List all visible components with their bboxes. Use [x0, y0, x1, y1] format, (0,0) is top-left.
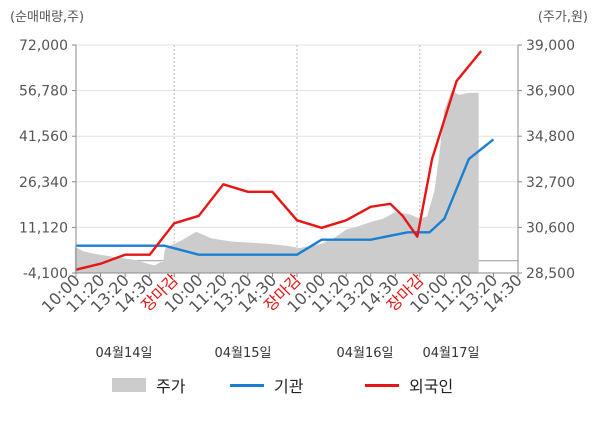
- left-tick-label: 56,780: [19, 84, 68, 100]
- date-label: 04월14일: [95, 346, 152, 360]
- right-axis-ticks: 39,000 36,900 34,800 32,700 30,600 28,500: [518, 38, 575, 282]
- left-tick-label: 11,120: [19, 220, 68, 236]
- right-tick-label: 36,900: [526, 84, 575, 100]
- legend-swatch-foreign: [365, 383, 399, 387]
- left-tick-label: 41,560: [19, 129, 68, 145]
- chart-legend: 주가 기관 외국인: [0, 373, 600, 397]
- right-tick-label: 39,000: [526, 38, 575, 54]
- legend-label-foreign: 외국인: [409, 377, 454, 396]
- legend-item-price: 주가: [112, 373, 185, 397]
- price-area-path: [74, 90, 479, 273]
- right-tick-label: 32,700: [526, 175, 575, 191]
- series-lines: [75, 50, 495, 271]
- right-tick-label: 34,800: [526, 129, 575, 145]
- legend-label-institution: 기관: [274, 377, 304, 396]
- left-tick-label: 72,000: [19, 38, 68, 54]
- foreign-line: [75, 50, 483, 271]
- left-axis-ticks: 72,000 56,780 41,560 26,340 11,120 -4,100: [19, 38, 76, 282]
- legend-label-price: 주가: [156, 377, 186, 396]
- date-labels: 04월14일 04월15일 04월16일 04월17일: [95, 346, 479, 360]
- left-tick-label: -4,100: [23, 266, 68, 282]
- legend-swatch-institution: [230, 383, 264, 387]
- legend-item-foreign: 외국인: [365, 373, 453, 397]
- date-label: 04월16일: [336, 346, 393, 360]
- institution-line: [76, 138, 495, 256]
- x-axis-ticks: 10:0011:2013:2014:30장마감10:0011:2013:2014…: [38, 270, 526, 316]
- right-tick-label: 30,600: [526, 220, 575, 236]
- date-label: 04월17일: [422, 346, 479, 360]
- left-axis-unit: (순매매량,주): [10, 10, 85, 25]
- price-area: [74, 90, 479, 273]
- left-tick-label: 26,340: [19, 175, 68, 191]
- right-axis-unit: (주가,원): [537, 10, 588, 25]
- legend-item-institution: 기관: [230, 373, 303, 397]
- date-label: 04월15일: [214, 346, 271, 360]
- right-tick-label: 28,500: [526, 266, 575, 282]
- trading-chart: 72,000 56,780 41,560 26,340 11,120 -4,100 39,…: [19, 38, 575, 360]
- legend-swatch-price: [112, 378, 146, 392]
